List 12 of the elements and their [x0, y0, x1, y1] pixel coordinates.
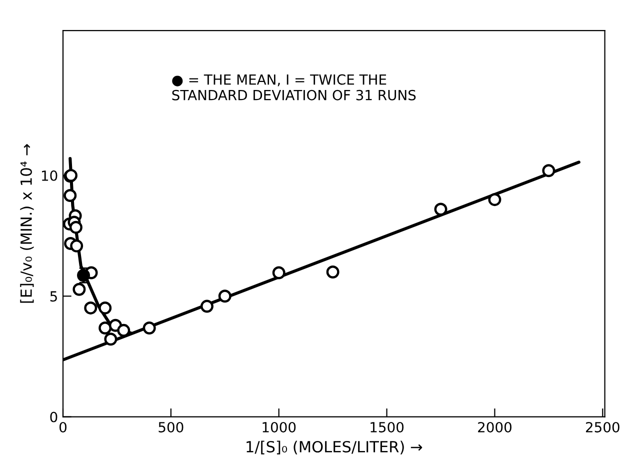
x-axis-title: 1/[S]₀ (MOLES/LITER) →	[246, 440, 422, 454]
y-tick-label: 5	[50, 291, 57, 302]
y-tick-label: 0	[50, 412, 58, 422]
y-tick-label: 10	[42, 170, 58, 181]
x-tick-label: 1500	[370, 422, 404, 432]
x-tick-label: 0	[59, 422, 66, 432]
y-axis-title: [E]₀/v₀ (MIN.) x 10⁴ →	[20, 144, 34, 303]
x-tick-label: 2000	[478, 422, 512, 432]
x-tick-label: 500	[158, 422, 184, 432]
annotation: ● = THE MEAN, I = TWICE THE STANDARD DEVIATION OF 31 RUNS	[172, 74, 416, 100]
x-tick-label: 1000	[262, 422, 296, 432]
x-tick-label: 2500	[586, 422, 620, 432]
